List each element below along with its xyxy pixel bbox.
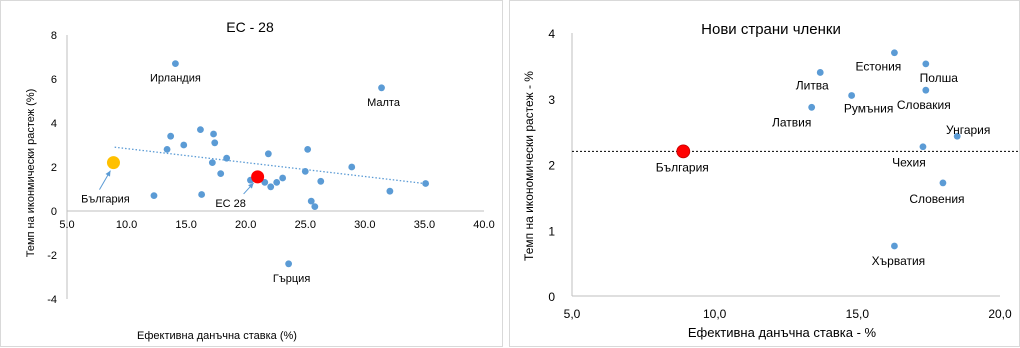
y-tick-label: 0: [51, 206, 57, 218]
country-label: Хърватия: [872, 254, 926, 268]
x-tick-label: 20.0: [235, 219, 256, 231]
greece-label: Гърция: [273, 273, 310, 285]
data-point: [891, 242, 898, 250]
data-point: [279, 174, 287, 182]
x-tick-label: 40.0: [473, 219, 494, 231]
data-point: [198, 191, 206, 198]
y-tick-label: 1: [548, 224, 555, 238]
x-tick-label: 10,0: [703, 307, 727, 321]
trend-line: [114, 146, 425, 185]
y-axis-label: Темп на иконмически растеж (%): [25, 89, 37, 258]
x-axis-label: Ефективна данъчна ставка - %: [688, 325, 877, 340]
bulgaria-arrow-head: [105, 170, 111, 177]
data-point: [273, 179, 281, 186]
x-tick-label: 15.0: [175, 219, 196, 231]
data-point: [919, 143, 927, 151]
data-point: [922, 60, 930, 68]
x-tick-label: 15,0: [846, 307, 870, 321]
y-tick-label: -2: [47, 250, 57, 262]
x-axis-label: Ефективна данъчна ставка (%): [137, 330, 297, 342]
y-tick-label: 2: [51, 162, 57, 174]
y-tick-label: 4: [51, 118, 57, 130]
data-point: [211, 139, 219, 147]
data-point: [172, 60, 179, 67]
chart-title: ЕС - 28: [226, 19, 274, 35]
y-tick-label: 4: [548, 27, 555, 41]
country-label: Естония: [856, 60, 902, 74]
x-tick-label: 20,0: [988, 307, 1012, 321]
country-label: Полша: [920, 71, 959, 85]
data-point: [953, 132, 961, 140]
country-label: Латвия: [772, 115, 811, 129]
country-label: Унгария: [946, 123, 990, 137]
bulgaria-point: [106, 156, 120, 170]
data-point: [422, 180, 430, 187]
chart-title: Нови страни членки: [701, 21, 841, 38]
malta-label: Малта: [367, 97, 401, 109]
data-point: [163, 146, 171, 153]
data-point: [816, 69, 824, 76]
y-axis-label: Темп на икономически растеж - %: [522, 71, 536, 261]
y-tick-label: -4: [47, 294, 57, 306]
data-point: [210, 130, 217, 138]
eu28-arrow-head: [248, 182, 254, 189]
data-point: [348, 163, 356, 171]
x-tick-label: 10.0: [116, 219, 137, 231]
x-tick-label: 30.0: [354, 219, 375, 231]
data-point: [386, 187, 394, 195]
data-point: [939, 179, 947, 187]
y-tick-label: 2: [548, 159, 555, 173]
eu28-scatter-chart: ЕС - 28 5.0 10.0 15.0 20.0 25.0 30.0 35.0 40.0 -…: [25, 19, 495, 342]
bulgaria-label: България: [656, 160, 709, 174]
data-point: [808, 103, 816, 111]
x-tick-label: 5.0: [59, 219, 74, 231]
data-point: [264, 150, 272, 158]
data-point: [285, 260, 293, 268]
chart-panel-eu28: ЕС - 28 5.0 10.0 15.0 20.0 25.0 30.0 35.0 40.0 -…: [0, 0, 503, 347]
y-tick-label: 0: [548, 290, 555, 304]
data-point: [261, 179, 269, 186]
data-point: [217, 170, 225, 178]
bulgaria-label: България: [81, 194, 130, 206]
data-point: [301, 168, 309, 175]
data-point: [317, 177, 325, 185]
eu28-label: ЕС 28: [215, 198, 246, 210]
y-tick-label: 8: [51, 30, 57, 42]
chart-panel-new-members: Нови страни членки 5,0 10,0 15,0 20,0 0 1 2 3 4 …: [509, 0, 1020, 347]
data-point: [150, 192, 158, 200]
country-label: Чехия: [892, 156, 926, 170]
bulgaria-point: [676, 144, 691, 159]
x-tick-label: 25.0: [295, 219, 316, 231]
data-point: [208, 159, 216, 167]
data-point: [891, 49, 898, 57]
data-point: [267, 183, 275, 191]
data-point: [848, 92, 856, 99]
data-point: [223, 154, 231, 162]
data-point: [378, 84, 385, 92]
country-label: Словения: [909, 192, 964, 206]
x-tick-label: 5,0: [564, 307, 581, 321]
data-point: [307, 197, 315, 205]
data-point: [304, 146, 312, 153]
y-tick-label: 6: [51, 74, 57, 86]
country-label: Литва: [796, 78, 829, 92]
new-members-scatter-chart: Нови страни членки 5,0 10,0 15,0 20,001234 …: [522, 21, 1018, 340]
country-label: Словакия: [897, 98, 951, 112]
country-label: Румъния: [844, 101, 893, 115]
eu28-point: [251, 170, 265, 184]
data-point: [197, 126, 204, 133]
data-point: [180, 141, 188, 149]
x-tick-label: 35.0: [414, 219, 435, 231]
data-point: [311, 203, 319, 211]
ireland-label: Ирландия: [150, 73, 201, 85]
data-point: [922, 86, 930, 94]
data-point: [167, 132, 175, 140]
y-tick-label: 3: [548, 93, 555, 107]
